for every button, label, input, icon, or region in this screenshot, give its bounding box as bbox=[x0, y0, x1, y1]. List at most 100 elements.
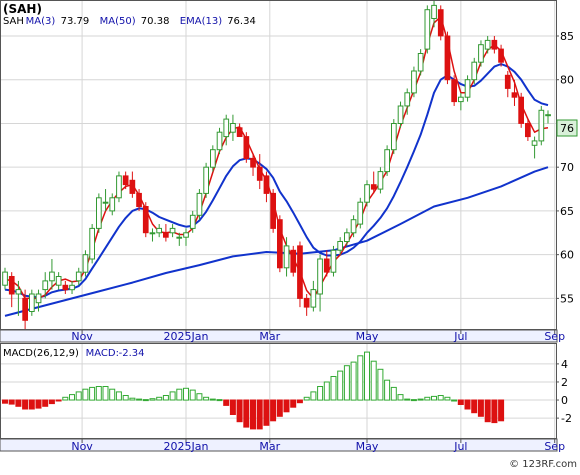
candle bbox=[82, 250, 89, 277]
candle bbox=[464, 75, 471, 102]
candle-body bbox=[424, 9, 431, 50]
price-xtick-label: 2025Jan bbox=[164, 330, 209, 343]
macd-bar bbox=[431, 395, 437, 401]
candle bbox=[337, 237, 343, 255]
candle-body bbox=[297, 245, 303, 299]
candle bbox=[129, 171, 136, 198]
candle bbox=[42, 272, 49, 299]
candle bbox=[323, 250, 330, 277]
macd-xtick-label: Sep bbox=[544, 440, 565, 453]
macd-bar bbox=[457, 399, 464, 405]
macd-bar bbox=[404, 398, 411, 401]
candle-body bbox=[210, 149, 216, 168]
macd-xtick-label: Mar bbox=[259, 440, 280, 453]
macd-legend: MACD(26,12,9) MACD: -2.34 bbox=[3, 348, 144, 359]
candle-body bbox=[357, 201, 364, 225]
price-ytick-label: 55 bbox=[560, 292, 574, 305]
candle bbox=[431, 1, 437, 28]
price-ytick-label: 60 bbox=[560, 249, 574, 262]
candle-body bbox=[471, 61, 478, 81]
candle-body bbox=[35, 293, 42, 304]
ma50-line bbox=[4, 166, 549, 317]
watermark: © 123RF.com bbox=[509, 459, 577, 470]
candle-body bbox=[344, 232, 350, 243]
candle-body bbox=[290, 249, 297, 273]
price-xtick-label: Sep bbox=[544, 330, 565, 343]
candle bbox=[491, 35, 498, 54]
candle bbox=[62, 280, 69, 295]
candle bbox=[263, 171, 270, 203]
candle bbox=[169, 224, 176, 238]
candle bbox=[89, 224, 96, 264]
candle-body bbox=[169, 227, 176, 234]
candle-body bbox=[384, 149, 390, 173]
macd-bar bbox=[303, 396, 310, 401]
macd-bar bbox=[317, 386, 324, 401]
macd-bar bbox=[250, 399, 256, 430]
macd-bar bbox=[276, 399, 283, 417]
candle bbox=[55, 272, 62, 290]
candle bbox=[29, 289, 35, 316]
candle-body bbox=[504, 74, 511, 89]
candle-body bbox=[109, 197, 116, 212]
candle bbox=[210, 145, 216, 172]
macd-bar bbox=[223, 399, 230, 406]
macd-bar bbox=[69, 394, 75, 401]
macd-bar bbox=[142, 399, 149, 402]
price-legend-label: SAH bbox=[3, 16, 24, 27]
candle-body bbox=[243, 136, 250, 160]
candle-body bbox=[411, 70, 417, 94]
candle-body bbox=[250, 157, 256, 168]
macd-bar bbox=[169, 391, 176, 401]
macd-bar bbox=[477, 399, 484, 417]
candle-body bbox=[350, 219, 357, 234]
candle bbox=[404, 88, 411, 115]
candle bbox=[545, 110, 551, 124]
candle-body bbox=[75, 271, 82, 282]
macd-bar bbox=[8, 399, 15, 405]
candle-body bbox=[223, 118, 230, 138]
candle-body bbox=[42, 280, 49, 291]
candle bbox=[518, 92, 524, 128]
candle bbox=[75, 267, 82, 286]
candle bbox=[176, 232, 183, 246]
macd-xtick-label: Nov bbox=[71, 440, 93, 453]
candle bbox=[344, 228, 350, 246]
candle-body bbox=[49, 271, 55, 282]
candle-body bbox=[404, 92, 411, 107]
candle-body bbox=[323, 258, 330, 273]
macd-ytick-label: 2 bbox=[561, 376, 568, 389]
ma3-line bbox=[4, 15, 549, 300]
ma50-path bbox=[4, 166, 549, 317]
macd-bar bbox=[451, 399, 458, 402]
macd-xtick-label: 2025Jan bbox=[164, 440, 209, 453]
macd-bar bbox=[2, 399, 8, 404]
macd-bar bbox=[115, 391, 122, 401]
candle bbox=[109, 193, 116, 216]
macd-bar bbox=[75, 391, 82, 401]
candle bbox=[417, 49, 424, 76]
candle-body bbox=[518, 96, 524, 124]
macd-bar bbox=[337, 370, 344, 401]
candle bbox=[458, 92, 464, 111]
candle-body bbox=[283, 245, 290, 269]
candle-body bbox=[310, 289, 317, 308]
candle bbox=[122, 171, 129, 190]
macd-bar bbox=[102, 386, 109, 401]
candle bbox=[377, 167, 384, 194]
candle-body bbox=[391, 123, 397, 151]
macd-bar bbox=[48, 399, 55, 405]
candle-body bbox=[484, 39, 491, 50]
macd-bar bbox=[209, 398, 216, 401]
macd-y-axis: 4 2 0 -2 bbox=[556, 358, 572, 425]
candle bbox=[310, 280, 317, 312]
candle bbox=[531, 136, 538, 159]
macd-bar bbox=[330, 376, 337, 401]
candle-body bbox=[464, 79, 471, 98]
candle bbox=[498, 44, 504, 67]
macd-legend-value: -2.34 bbox=[119, 348, 145, 359]
macd-bar bbox=[471, 399, 478, 414]
candle-body bbox=[256, 166, 263, 181]
candle-body bbox=[62, 284, 69, 291]
candle bbox=[183, 228, 189, 246]
